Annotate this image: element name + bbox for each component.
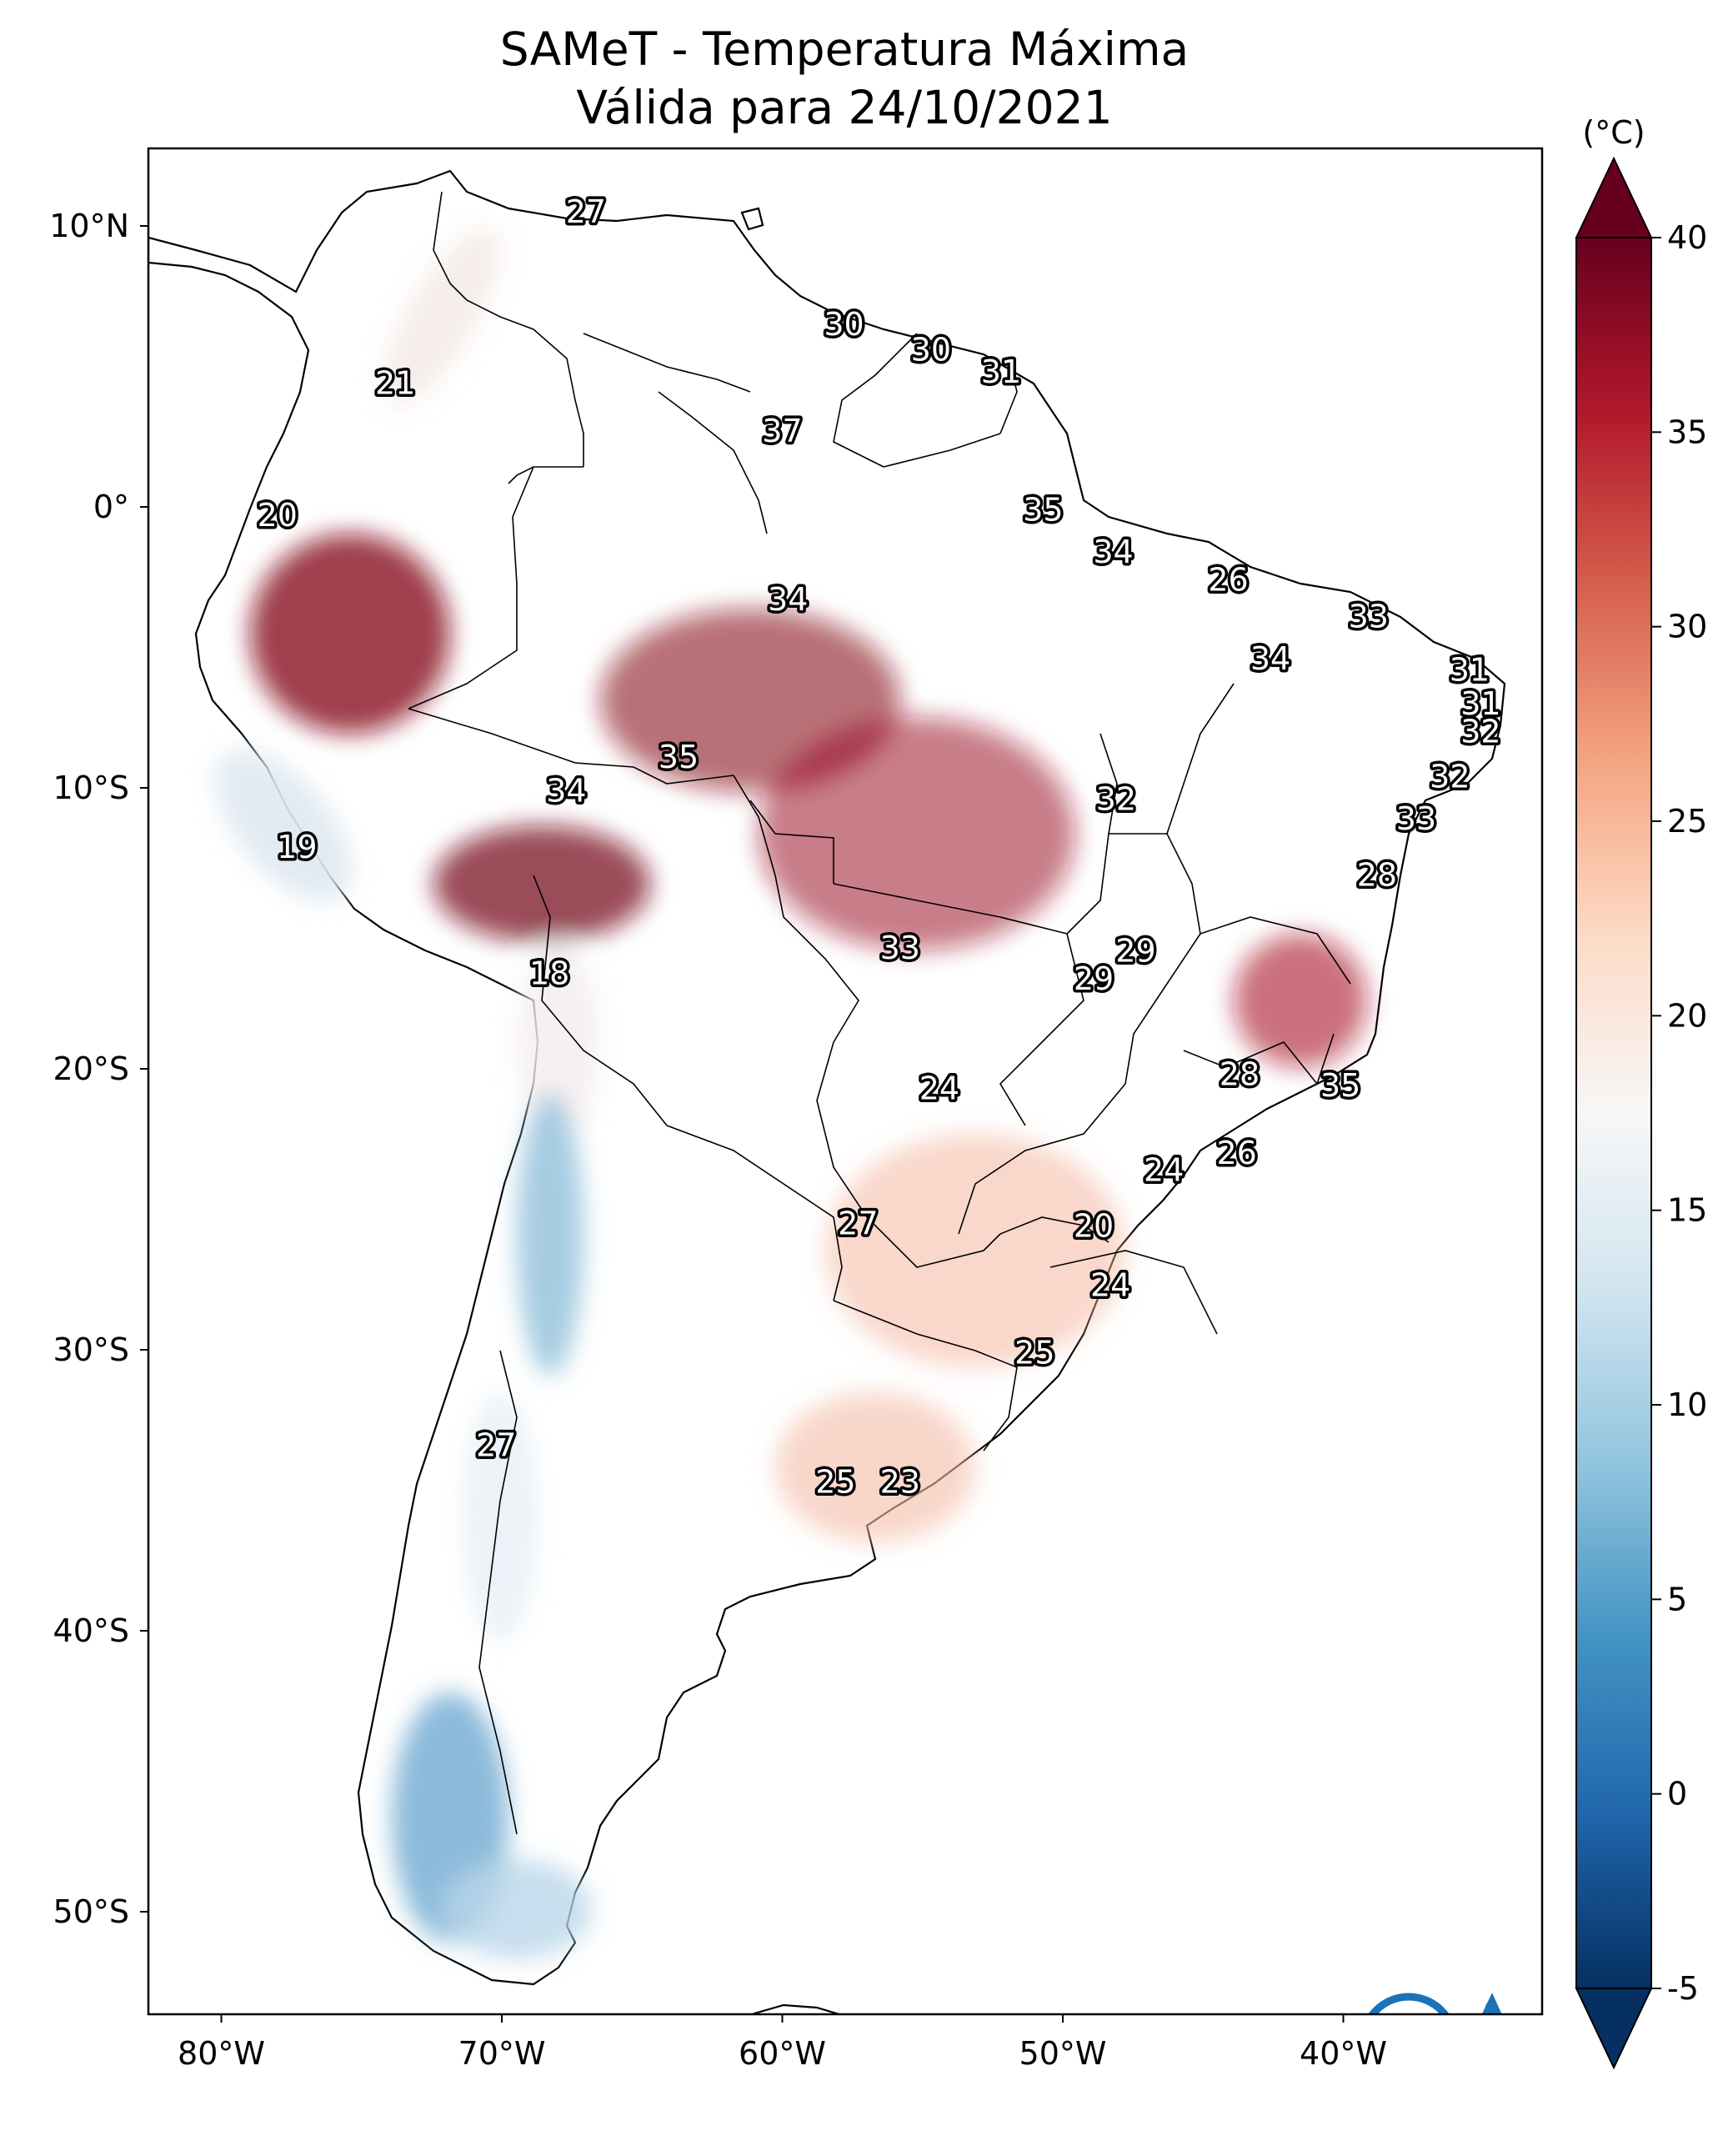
- temperature-label: 26: [1208, 562, 1248, 599]
- temperature-label: 34: [768, 581, 808, 618]
- temperature-label: 31: [1450, 651, 1490, 688]
- temperature-label: 23: [880, 1463, 920, 1500]
- colorbar-bottom-extension: [1575, 1988, 1653, 2070]
- colorbar-ticks: 40 35 30 25 20 15 10 5 0 -5: [1651, 219, 1707, 2007]
- colorbar-tick-label: 35: [1667, 414, 1707, 450]
- lon-tick-label: 80°W: [178, 2035, 265, 2072]
- lat-tick-label: 40°S: [53, 1612, 129, 1649]
- colorbar: (°C) 40 35 30 25 20 15 10 5 0 -5: [1575, 114, 1707, 2070]
- lat-tick-label: 10°S: [53, 770, 129, 806]
- colorbar-tick-label: 15: [1667, 1192, 1707, 1229]
- lat-tick-label: 30°S: [53, 1331, 129, 1368]
- colorbar-tick-label: 5: [1667, 1581, 1687, 1617]
- colorbar-unit: (°C): [1582, 114, 1645, 151]
- temperature-label: 24: [1144, 1151, 1184, 1188]
- temperature-label: 27: [566, 193, 606, 230]
- title-line-1: SAMeT - Temperatura Máxima: [500, 23, 1189, 76]
- temperature-label: 27: [476, 1427, 516, 1464]
- longitude-axis: 80°W 70°W 60°W 50°W 40°W: [178, 2014, 1387, 2072]
- temperature-label: 25: [1014, 1334, 1054, 1371]
- temperature-label: 31: [981, 353, 1021, 390]
- colorbar-top-extension: [1575, 156, 1653, 238]
- colorbar-scale: [1575, 237, 1652, 1989]
- country-borders: [408, 191, 1351, 1835]
- colorbar-tick-label: -5: [1667, 1970, 1699, 2007]
- temperature-label: 24: [919, 1070, 959, 1107]
- temperature-field-overlays: [214, 228, 1367, 1959]
- colorbar-tick-label: 30: [1667, 609, 1707, 645]
- inpe-logo: INPE: [1368, 1993, 1502, 2014]
- temperature-label: 24: [1090, 1266, 1130, 1303]
- map-frame: [147, 147, 1544, 2016]
- lat-tick-label: 10°N: [49, 208, 129, 244]
- temperature-label: 34: [546, 772, 586, 809]
- temperature-label: 32: [1430, 759, 1470, 795]
- temperature-label: 29: [1074, 960, 1114, 997]
- temperature-label: 20: [1074, 1208, 1114, 1245]
- lat-tick-label: 20°S: [53, 1050, 129, 1087]
- colorbar-tick-label: 0: [1667, 1776, 1687, 1813]
- temperature-label: 33: [880, 930, 920, 966]
- temperature-label: 34: [1093, 534, 1133, 570]
- temperature-label: 21: [375, 365, 415, 402]
- temperature-label: 27: [838, 1205, 878, 1241]
- lat-tick-label: 0°: [93, 489, 129, 525]
- temperature-label: 35: [1320, 1067, 1360, 1104]
- colorbar-tick-label: 10: [1667, 1386, 1707, 1423]
- temperature-label: 25: [815, 1463, 855, 1500]
- temperature-label: 34: [1250, 640, 1290, 677]
- temperature-label: 18: [529, 955, 569, 991]
- colorbar-tick-label: 25: [1667, 803, 1707, 840]
- temperature-label: 33: [1349, 598, 1389, 634]
- south-america-land: [148, 169, 1506, 1986]
- caribbean-islands: [740, 207, 764, 231]
- temperature-label: 31: [1460, 685, 1500, 722]
- temperature-label: 32: [1460, 714, 1500, 750]
- colorbar-tick-label: 20: [1667, 997, 1707, 1034]
- temperature-label: 33: [1396, 800, 1436, 837]
- lon-tick-label: 50°W: [1019, 2035, 1107, 2072]
- temperature-label: 30: [911, 331, 951, 368]
- temperature-label: 30: [824, 306, 864, 343]
- lon-tick-label: 70°W: [458, 2035, 546, 2072]
- temperature-label: 35: [1023, 491, 1063, 528]
- temperature-label: 20: [258, 497, 298, 534]
- logo-arrow-icon: [1481, 1993, 1502, 2014]
- falklands-islands: [753, 2003, 843, 2014]
- title-line-2: Válida para 24/10/2021: [576, 81, 1112, 134]
- lon-tick-label: 40°W: [1300, 2035, 1387, 2072]
- temperature-label: 37: [762, 413, 802, 449]
- temperature-label: 29: [1115, 932, 1155, 969]
- colorbar-tick-label: 40: [1667, 219, 1707, 256]
- temperature-label: 28: [1220, 1056, 1260, 1093]
- temperature-label: 28: [1357, 856, 1397, 893]
- lon-tick-label: 60°W: [739, 2035, 826, 2072]
- lat-tick-label: 50°S: [53, 1893, 129, 1930]
- temperature-label: 35: [659, 739, 699, 775]
- temperature-label: 32: [1096, 780, 1136, 817]
- temperature-label: 19: [277, 829, 317, 865]
- temperature-label: 26: [1216, 1135, 1256, 1171]
- latitude-axis: 10°N 0° 10°S 20°S 30°S 40°S 50°S: [49, 208, 148, 1930]
